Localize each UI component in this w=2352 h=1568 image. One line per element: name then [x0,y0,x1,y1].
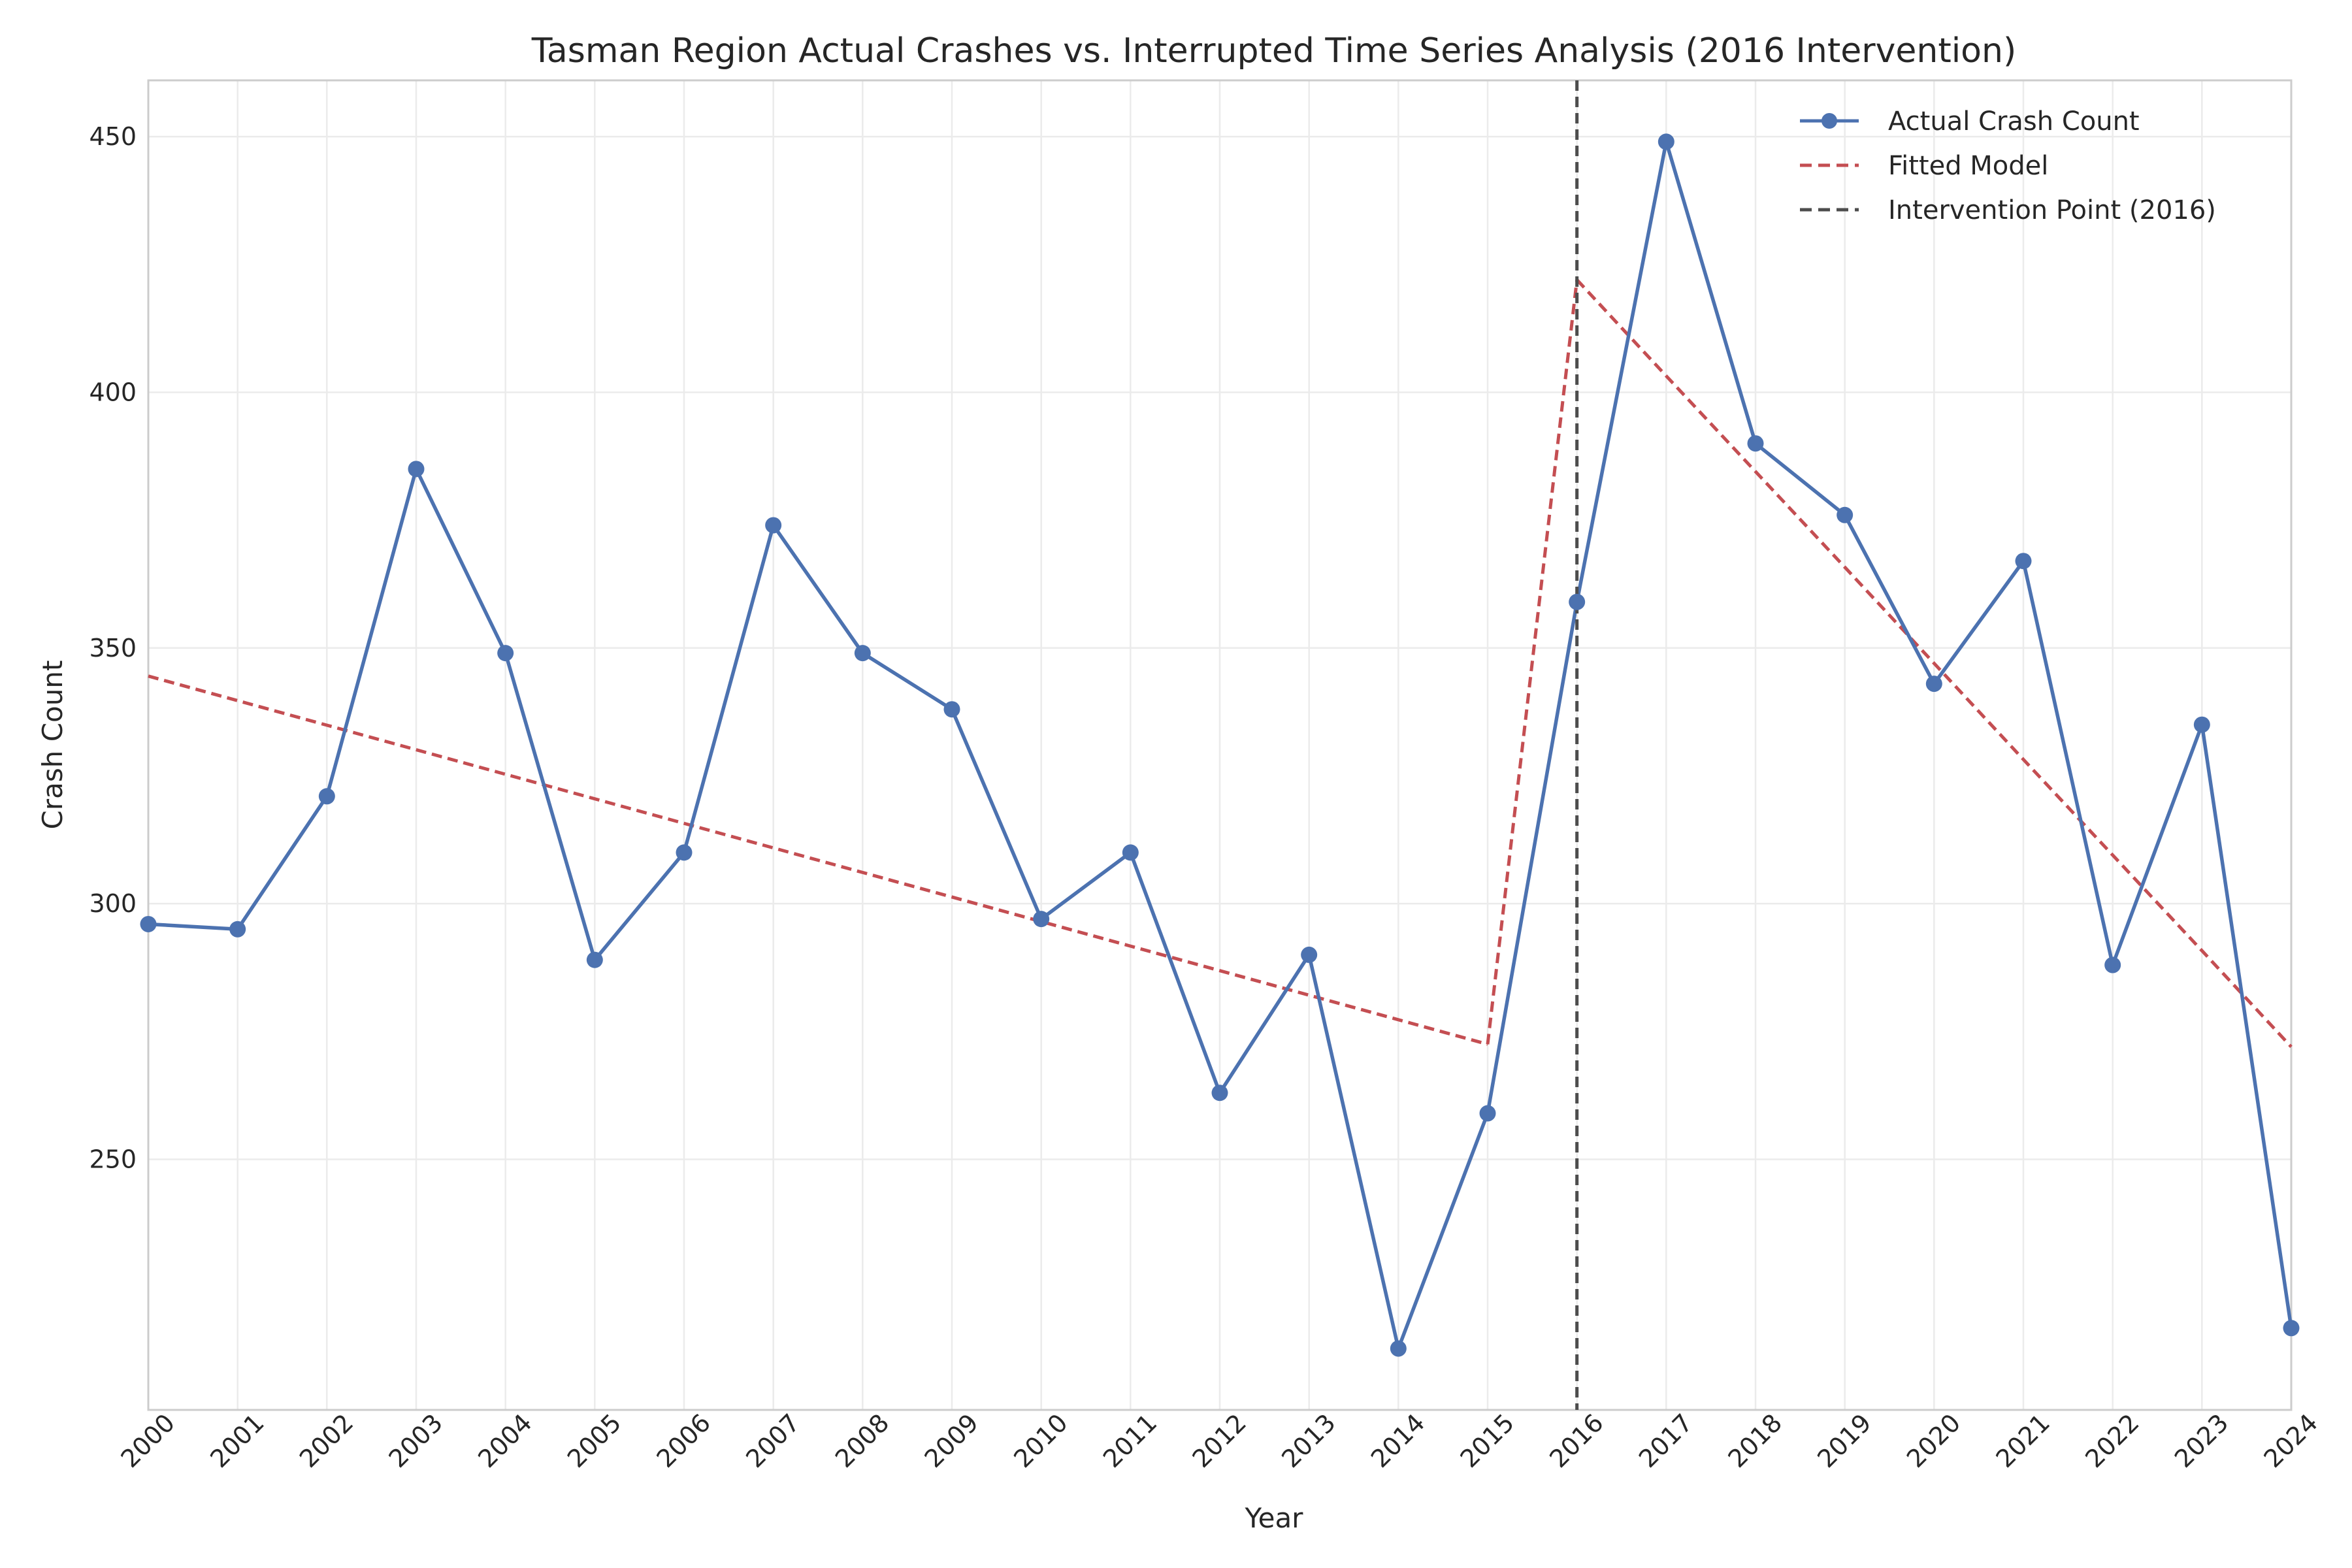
actual-crash-point [318,788,335,805]
actual-crash-point [2015,553,2032,570]
y-tick-label: 350 [89,634,137,662]
x-axis-label: Year [1245,1502,1304,1534]
actual-crash-point [2104,956,2121,973]
actual-crash-point [586,951,603,968]
chart-title: Tasman Region Actual Crashes vs. Interru… [531,31,2016,71]
y-ticks: 250 300 350 400 450 [89,122,137,1173]
actual-crash-point [497,645,514,662]
actual-crash-point [140,915,157,932]
fitted-model-line-segment [1575,278,2293,1048]
legend-label-fitted: Fitted Model [1888,151,2048,181]
y-axis-label: Crash Count [37,661,69,830]
legend-label-actual: Actual Crash Count [1888,106,2140,137]
actual-crash-point [1658,133,1674,150]
actual-crash-point [1569,593,1586,610]
plot-frame [147,79,2293,1411]
actual-crash-point [765,517,782,534]
legend-entry-intervention: Intervention Point (2016) [1800,195,2216,225]
actual-crash-point [1479,1105,1496,1122]
y-tick-label: 450 [89,122,137,151]
actual-crash-point [1925,676,1942,693]
y-tick-label: 250 [89,1145,137,1173]
y-tick-label: 300 [89,889,137,918]
actual-crash-point [1301,946,1318,963]
actual-crash-point [854,645,871,662]
legend-entry-actual: Actual Crash Count [1800,106,2140,137]
y-tick-label: 400 [89,378,137,406]
actual-crash-point [1122,844,1139,861]
fitted-model-jump [1486,279,1579,1045]
actual-crash-point [408,461,425,478]
actual-crash-point [1211,1085,1228,1102]
actual-crash-point [1747,435,1764,452]
actual-crash-point [943,701,960,718]
legend-marker-actual [1821,113,1837,129]
actual-crash-point [1390,1340,1407,1357]
actual-crash-point [1837,506,1854,523]
legend-label-intervention: Intervention Point (2016) [1888,195,2216,225]
fitted-model-line-segment [148,674,1488,1046]
series-layer [140,80,2300,1410]
legend-entry-fitted: Fitted Model [1800,151,2048,181]
legend: Actual Crash Count Fitted Model Interven… [1800,106,2216,225]
actual-crash-point [2283,1320,2300,1337]
actual-crash-point [676,844,693,861]
actual-crash-point [1033,911,1050,928]
actual-crash-point [229,921,246,938]
actual-crash-point [2193,716,2210,733]
